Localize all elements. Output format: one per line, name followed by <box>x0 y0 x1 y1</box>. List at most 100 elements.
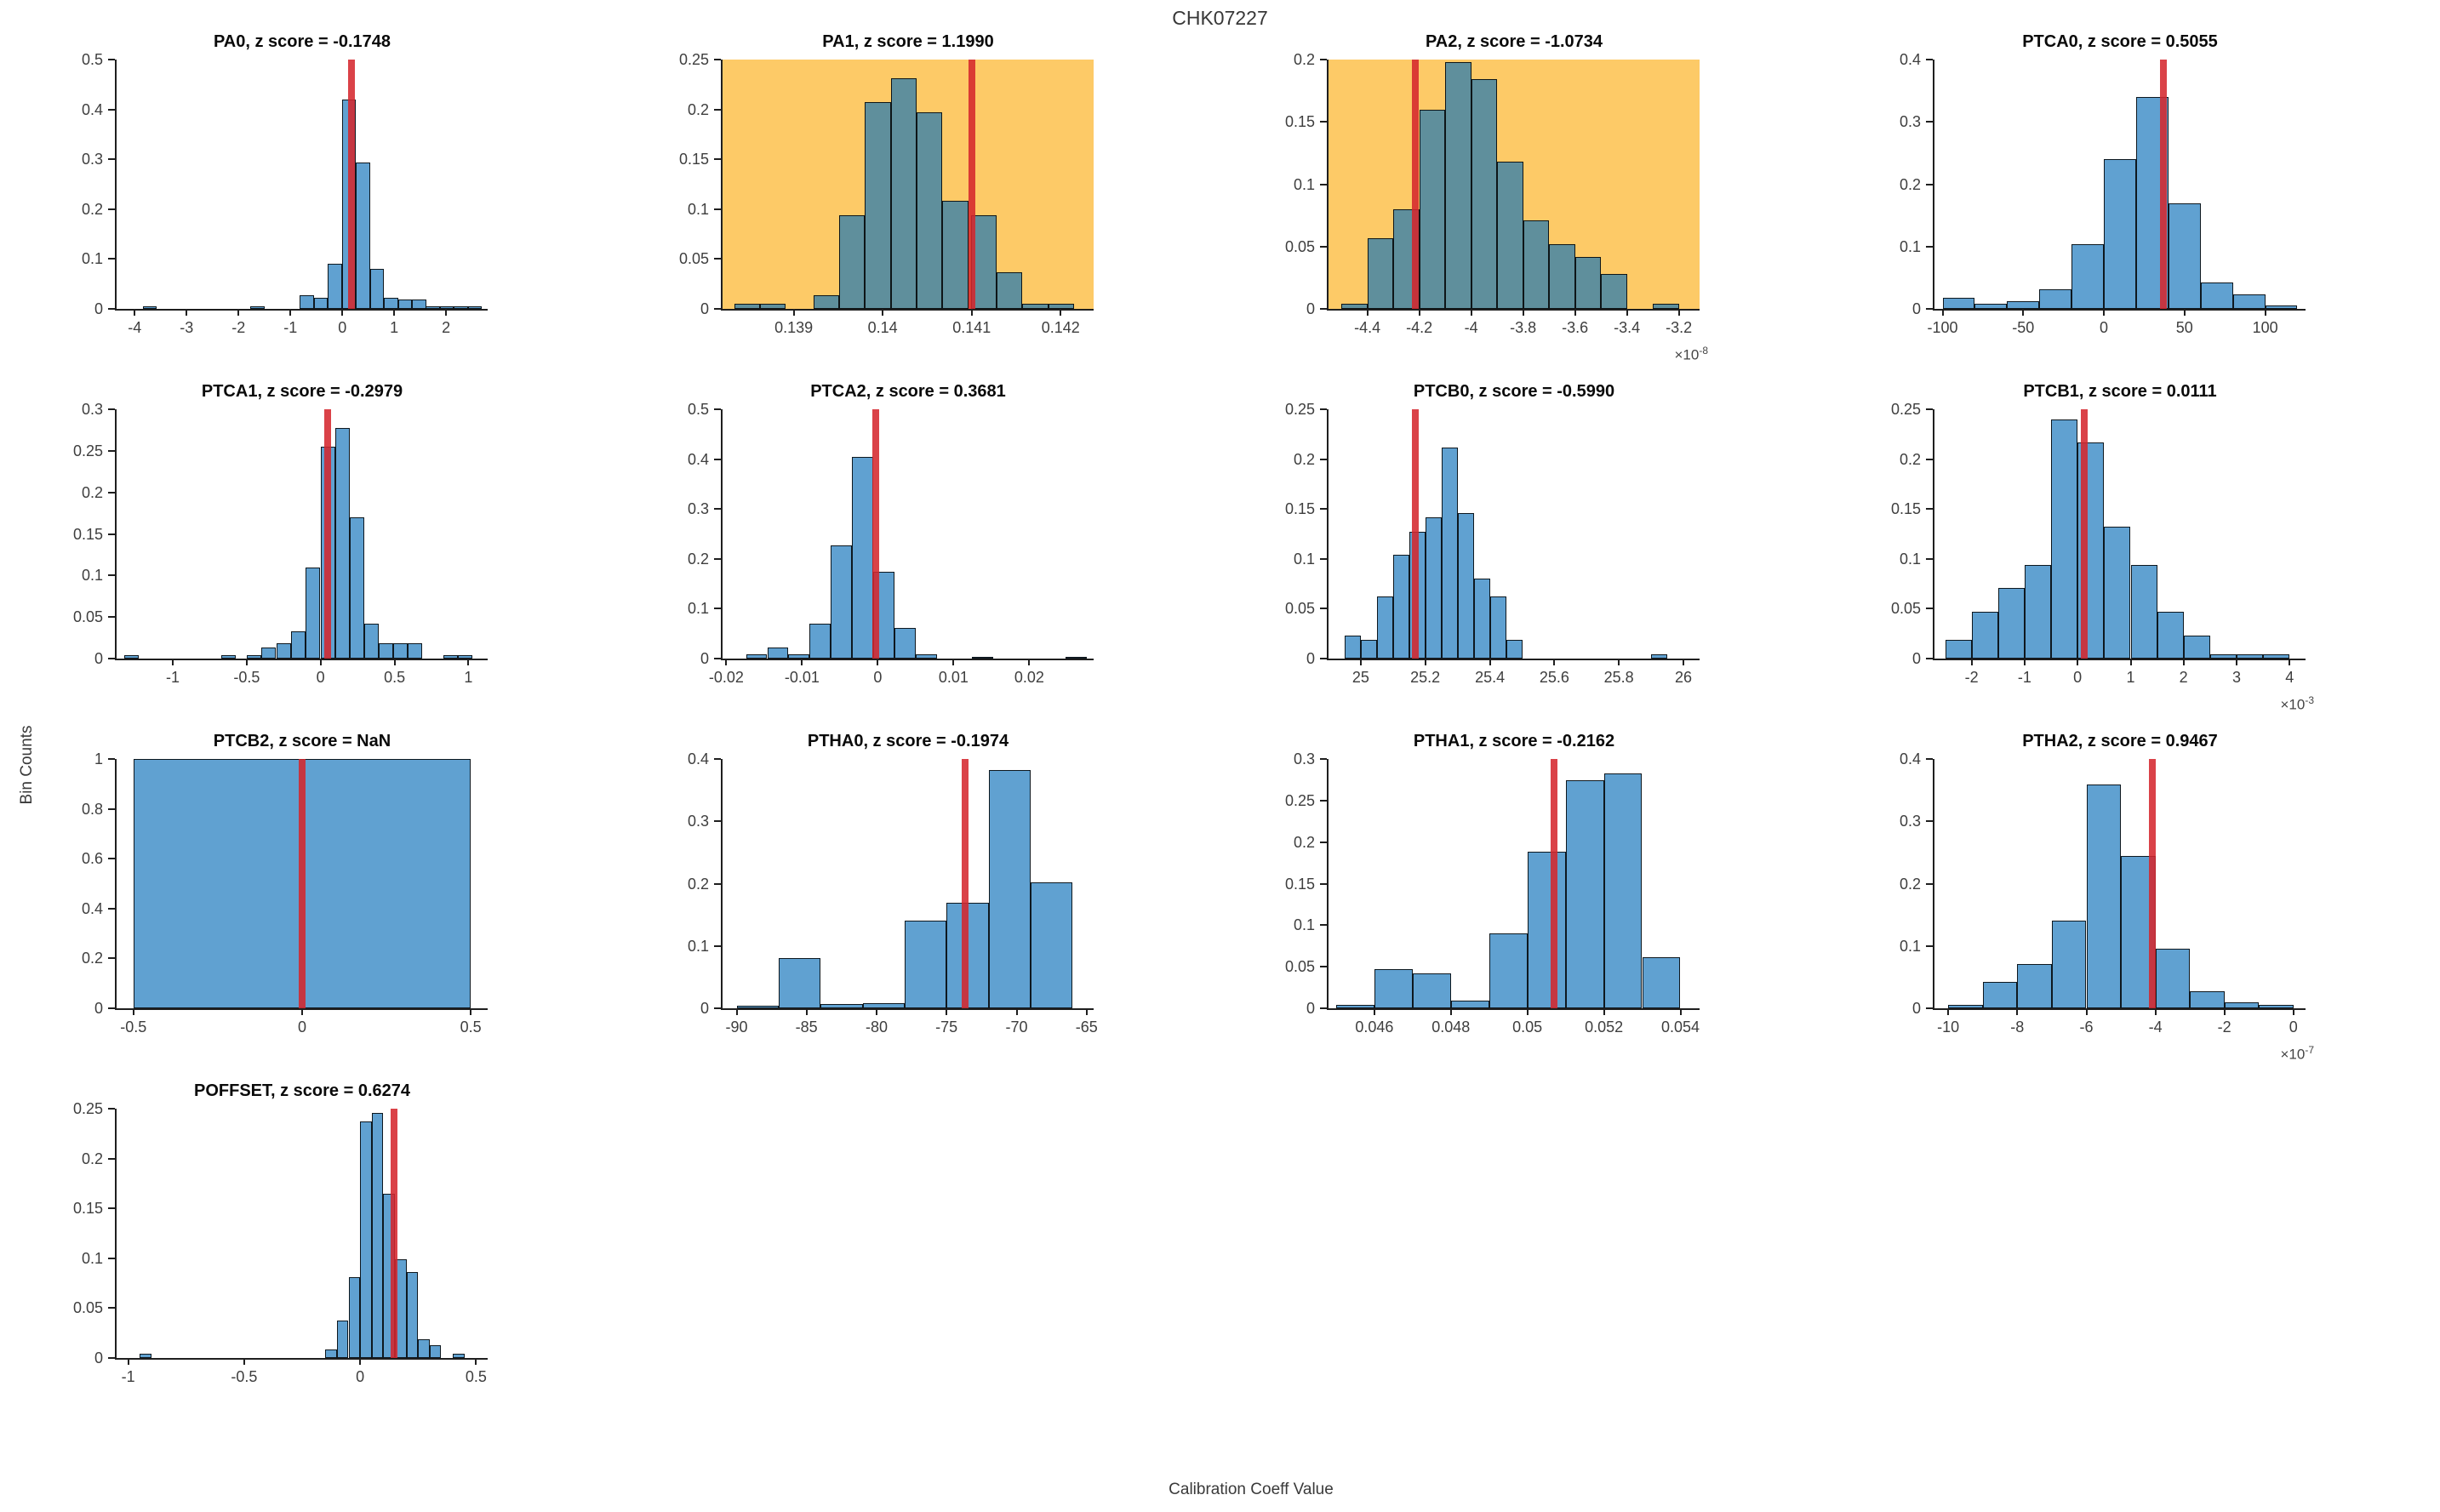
x-tick-mark <box>1060 309 1062 316</box>
x-tick-label: -3.8 <box>1510 319 1537 336</box>
histogram-bar <box>334 427 350 659</box>
y-tick-mark <box>1926 1007 1933 1009</box>
y-axis-line <box>115 409 117 660</box>
x-tick-label: -85 <box>795 1018 818 1036</box>
histogram-bar <box>2130 564 2157 659</box>
x-tick-mark <box>2085 1008 2088 1015</box>
y-tick-label: 0 <box>94 1000 103 1017</box>
y-tick-mark <box>714 944 721 947</box>
y-tick-mark <box>108 807 115 810</box>
subplot-pa2: PA2, z score = -1.0734 -4.4 -4.2 -4 -3.8 -3.6… <box>1285 32 1708 363</box>
subplot-pa1: PA1, z score = 1.1990 0.139 0.14 0.141 0.142… <box>679 32 1094 336</box>
y-tick-label: 1 <box>94 750 103 767</box>
x-tick-mark <box>2264 309 2266 316</box>
y-tick-label: 0.2 <box>1899 175 1921 193</box>
x-tick-label: 0 <box>316 669 325 686</box>
y-tick-mark <box>714 508 721 511</box>
histogram-bar <box>1473 579 1490 659</box>
y-tick-label: 0.25 <box>1890 401 1921 418</box>
x-tick-label: 0.5 <box>460 1018 482 1036</box>
histogram-bar <box>1425 516 1442 659</box>
x-tick-mark <box>882 309 884 316</box>
x-tick-label: 1 <box>464 669 473 686</box>
histogram-bar <box>291 630 306 659</box>
y-tick-mark <box>108 158 115 161</box>
y-axis-line <box>115 759 117 1010</box>
histogram-bar <box>453 1354 465 1358</box>
y-tick-label: 0.1 <box>1899 937 1921 955</box>
x-tick-mark <box>1489 659 1491 665</box>
y-axis-label: Bin Counts <box>18 725 36 805</box>
histogram-bar <box>1345 636 1361 659</box>
x-axis-line <box>721 309 1094 311</box>
histogram-bar <box>1527 852 1566 1008</box>
subplot-ptcb1: PTCB1, z score = 0.0111 -2 -1 0 1 2 3 4 0 0.05 0.1… <box>1891 382 2314 713</box>
histogram-bar <box>454 305 468 309</box>
y-tick-mark <box>108 1307 115 1309</box>
y-tick-label: 0 <box>700 300 709 317</box>
y-tick-mark <box>1926 944 1933 947</box>
histogram-bar <box>336 1320 349 1358</box>
x-tick-mark <box>1970 659 1973 665</box>
histogram-bar <box>261 648 277 659</box>
y-tick-label: 0.05 <box>72 1299 103 1317</box>
histogram-bar <box>865 102 891 309</box>
y-tick-label: 0.1 <box>1293 550 1315 568</box>
x-tick-mark <box>1470 309 1472 316</box>
subplot-poffset: POFFSET, z score = 0.6274 -1 -0.5 0 0.5 0 0.05… <box>73 1081 488 1385</box>
y-tick-mark <box>714 108 721 111</box>
y-tick-label: 0.3 <box>1293 750 1315 767</box>
x-tick-label: 2 <box>442 319 451 336</box>
x-axis-line <box>1933 1008 2306 1010</box>
histogram-bar <box>2104 527 2131 659</box>
subplot-ptca1: PTCA1, z score = -0.2979 -1 -0.5 0 0.5 1 0 0.05… <box>73 382 488 686</box>
y-tick-mark <box>108 491 115 494</box>
histogram-bar <box>1374 969 1413 1008</box>
y-tick-label: 0 <box>1911 300 1921 317</box>
histogram-bar <box>2265 305 2298 309</box>
x-tick-label: 0.052 <box>1585 1018 1624 1036</box>
x-tick-label: 0.02 <box>1014 669 1044 686</box>
y-axis-line <box>1933 60 1934 311</box>
x-tick-label: -4 <box>1464 319 1478 336</box>
z-score-marker-line <box>871 409 879 659</box>
x-tick-mark <box>1947 1008 1950 1015</box>
y-tick-label: 0.1 <box>1899 237 1921 255</box>
y-tick-mark <box>108 1007 115 1009</box>
y-tick-label: 0.2 <box>687 100 709 118</box>
x-tick-mark <box>952 659 955 665</box>
y-tick-label: 0.3 <box>1899 113 1921 131</box>
y-tick-mark <box>1320 121 1327 123</box>
y-tick-mark <box>1926 121 1933 123</box>
y-tick-mark <box>108 574 115 577</box>
y-tick-label: 0 <box>1306 650 1315 667</box>
x-tick-mark <box>2292 1008 2294 1015</box>
y-tick-label: 0.8 <box>81 800 103 818</box>
y-tick-label: 0.4 <box>81 100 103 118</box>
x-tick-mark <box>1359 659 1362 665</box>
y-tick-mark <box>108 408 115 410</box>
x-tick-mark <box>132 1008 134 1015</box>
histogram-bar <box>788 654 810 659</box>
y-tick-mark <box>108 208 115 210</box>
x-axis-line <box>721 659 1094 660</box>
y-tick-mark <box>714 608 721 610</box>
x-tick-mark <box>946 1008 948 1015</box>
y-tick-label: 0.2 <box>1293 833 1315 851</box>
x-tick-label: 0.046 <box>1355 1018 1394 1036</box>
x-tick-mark <box>1553 659 1556 665</box>
x-tick-label: -3 <box>180 319 194 336</box>
histogram-bar <box>250 306 265 309</box>
x-tick-label: -65 <box>1075 1018 1098 1036</box>
x-tick-mark <box>1683 659 1684 665</box>
histogram-bar <box>1565 780 1604 1008</box>
histogram-bar <box>831 545 853 659</box>
x-tick-mark <box>876 1008 877 1015</box>
y-tick-mark <box>714 557 721 560</box>
y-tick-mark <box>1926 308 1933 310</box>
x-axis-line <box>1327 309 1700 311</box>
subplot-title: PTCA1, z score = -0.2979 <box>201 382 403 401</box>
x-tick-mark <box>1677 309 1680 316</box>
histogram-bar <box>1942 297 1975 309</box>
